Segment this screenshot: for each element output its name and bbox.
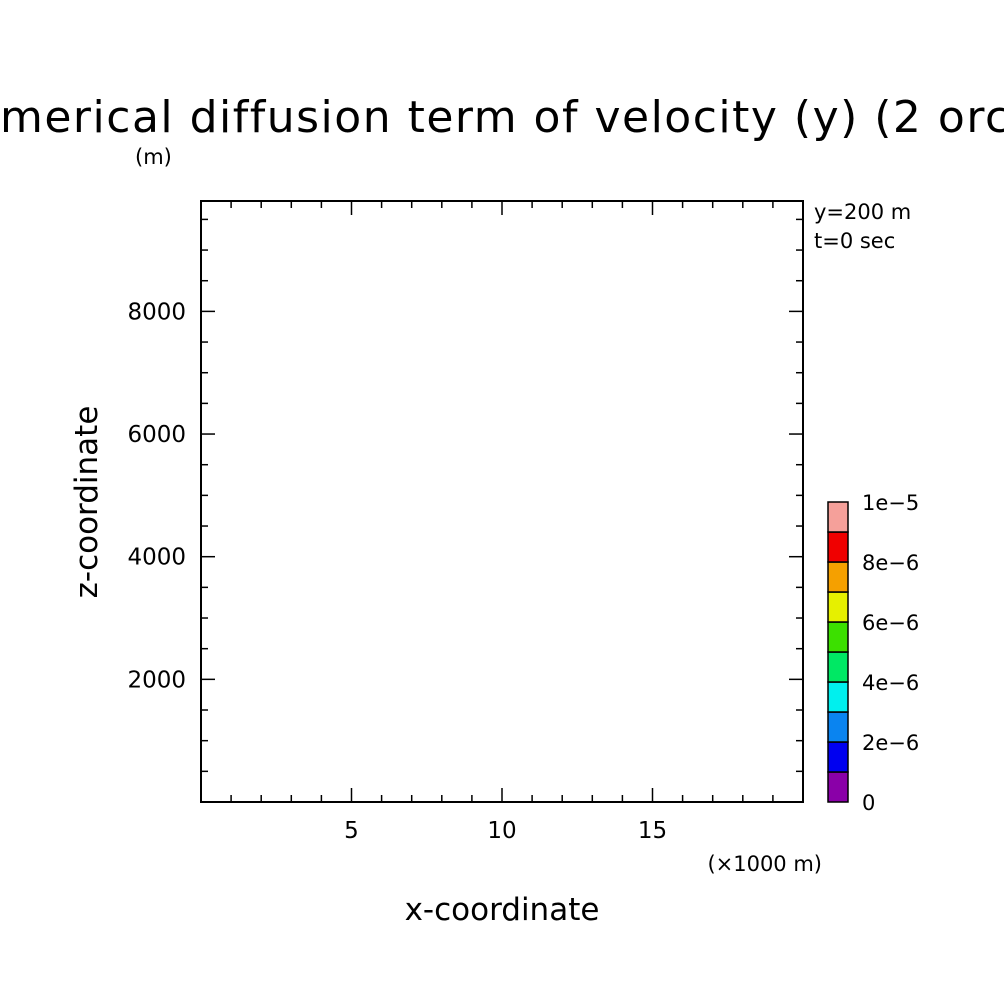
colorbar-swatch <box>827 561 849 593</box>
x-axis-ticks: 5 10 15 <box>230 201 774 844</box>
plot-area <box>200 200 804 803</box>
x-tick-label: 15 <box>638 818 667 844</box>
colorbar-swatch <box>827 531 849 563</box>
colorbar-swatch <box>827 681 849 713</box>
colorbar: 0 2e−6 4e−6 6e−6 8e−6 1e−5 <box>827 491 919 815</box>
colorbar-swatch <box>827 741 849 773</box>
x-tick-label: 10 <box>487 818 516 844</box>
x-unit-label: (×1000 m) <box>707 852 822 876</box>
colorbar-tick-label: 2e−6 <box>862 731 919 755</box>
colorbar-tick-label: 0 <box>862 791 875 815</box>
annotation-t: t=0 sec <box>814 229 895 253</box>
y-axis-label: z-coordinate <box>69 406 105 599</box>
colorbar-swatch <box>827 501 849 533</box>
chart-title: merical diffusion term of velocity (y) (… <box>0 92 1004 143</box>
y-tick-label: 2000 <box>127 667 186 693</box>
y-unit-label: (m) <box>135 145 172 169</box>
colorbar-tick-label: 4e−6 <box>862 671 919 695</box>
y-axis-ticks: 2000 4000 6000 8000 <box>127 218 803 773</box>
y-tick-label: 6000 <box>127 422 186 448</box>
colorbar-swatch <box>827 651 849 683</box>
colorbar-swatch <box>827 591 849 623</box>
x-axis-label: x-coordinate <box>405 892 600 928</box>
y-tick-label: 8000 <box>127 299 186 325</box>
colorbar-swatch <box>827 711 849 743</box>
colorbar-tick-label: 6e−6 <box>862 611 919 635</box>
y-tick-label: 4000 <box>127 545 186 571</box>
colorbar-tick-label: 8e−6 <box>862 551 919 575</box>
annotation-y: y=200 m <box>814 200 911 224</box>
colorbar-swatch <box>827 621 849 653</box>
x-tick-label: 5 <box>344 818 359 844</box>
colorbar-tick-label: 1e−5 <box>862 491 919 515</box>
colorbar-swatch <box>827 771 849 803</box>
